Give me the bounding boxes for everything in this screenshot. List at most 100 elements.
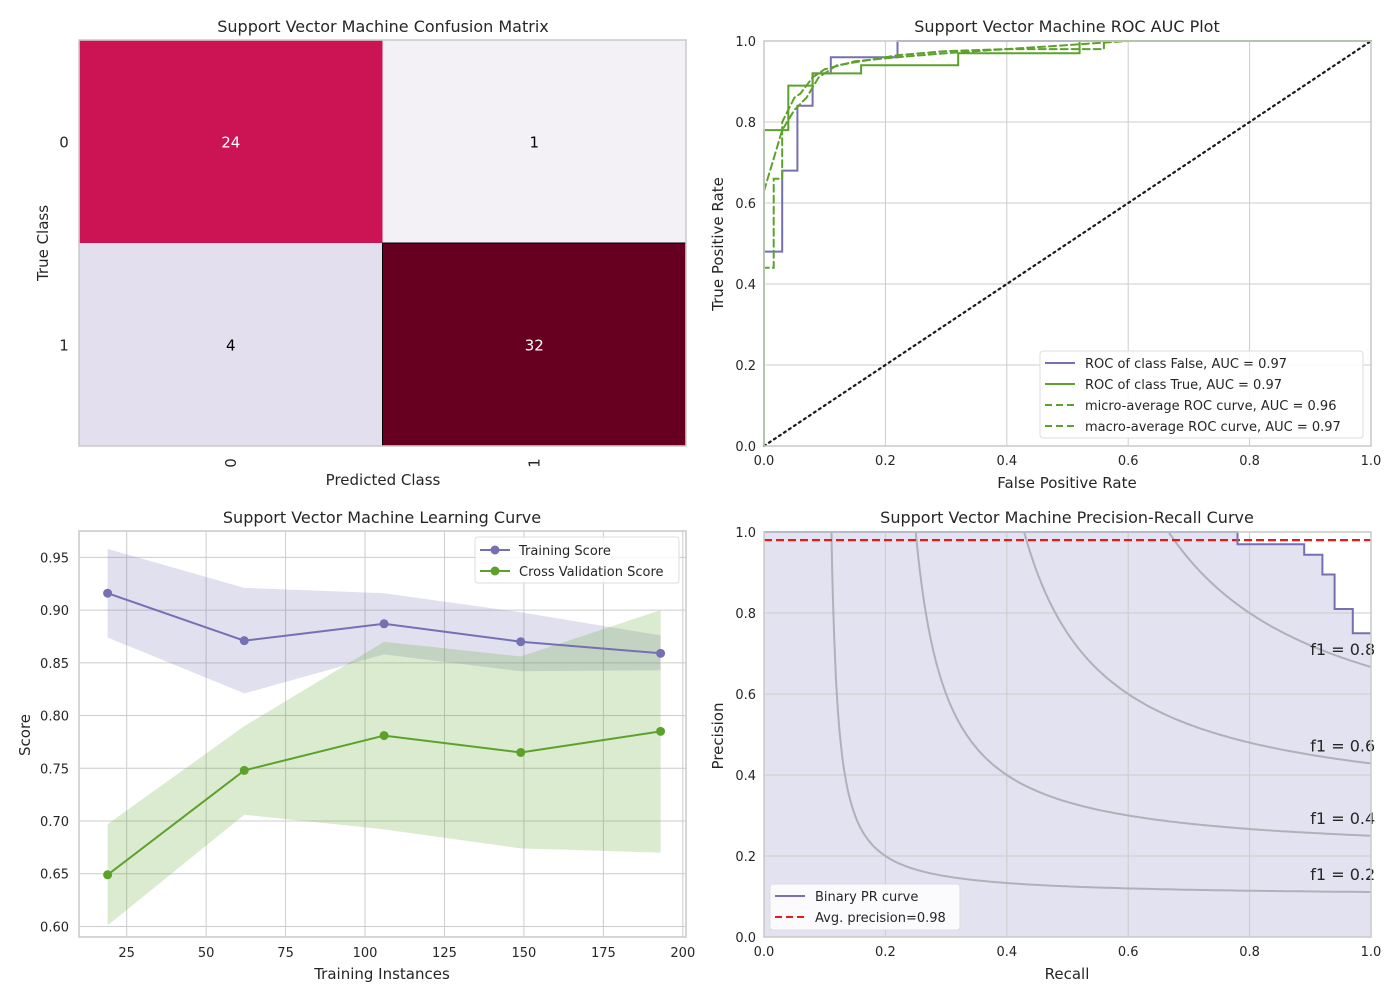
y-tick-label: 0.70 — [40, 815, 69, 830]
x-tick-label: 0.0 — [754, 454, 775, 469]
x-tick-label: 50 — [198, 946, 215, 961]
y-tick-label: 0.60 — [40, 920, 69, 935]
x-tick-label: 75 — [277, 946, 294, 961]
x-tick-label: 1.0 — [1361, 454, 1382, 469]
y-tick-label: 0.6 — [735, 197, 756, 212]
legend-label: Cross Validation Score — [519, 565, 664, 580]
legend-label: ROC of class False, AUC = 0.97 — [1085, 357, 1287, 372]
legend-label: Binary PR curve — [815, 890, 918, 905]
matrix-cell — [79, 40, 383, 243]
score-point — [379, 731, 389, 741]
pr-area-fill — [764, 532, 1371, 937]
y-tick-label: 0.85 — [40, 657, 69, 672]
y-tick-label: 0.4 — [735, 278, 756, 293]
iso-f1-curve — [1167, 531, 1372, 668]
y-tick-label: 0.0 — [735, 931, 756, 946]
x-tick-label: 0.0 — [754, 945, 775, 960]
plot-frame — [78, 530, 687, 938]
random-guess-diagonal — [762, 39, 1373, 448]
x-tick-label: 0.4 — [996, 945, 1017, 960]
x-tick-label: 0.6 — [1118, 945, 1139, 960]
iso-f1-label: f1 = 0.6 — [1310, 736, 1375, 755]
score-point — [239, 765, 249, 775]
confusion-matrix-chart: Support Vector Machine Confusion Matrix … — [34, 17, 687, 489]
cell-value: 24 — [221, 134, 240, 152]
matrix-cell — [382, 40, 686, 243]
legend-label: micro-average ROC curve, AUC = 0.96 — [1085, 399, 1336, 414]
plot-frame — [763, 40, 1372, 447]
y-tick-label: 0.0 — [735, 440, 756, 455]
y-tick-label: 0.8 — [735, 607, 756, 622]
score-point — [656, 726, 666, 736]
legend-label: macro-average ROC curve, AUC = 0.97 — [1085, 420, 1341, 435]
y-tick-label: 0 — [59, 134, 69, 152]
confidence-band — [107, 610, 661, 926]
x-tick-label: 100 — [353, 946, 378, 961]
chart-title: Support Vector Machine Learning Curve — [223, 508, 541, 527]
chart-title: Support Vector Machine ROC AUC Plot — [914, 17, 1220, 36]
score-point — [516, 637, 526, 647]
score-point — [516, 747, 526, 757]
y-axis-label: Score — [16, 714, 34, 756]
y-tick-label: 0.8 — [735, 116, 756, 131]
y-tick-label: 1.0 — [735, 35, 756, 50]
cell-value: 1 — [529, 134, 539, 152]
y-tick-label: 0.90 — [40, 604, 69, 619]
y-tick-label: 1.0 — [735, 526, 756, 541]
x-tick-label: 0.4 — [996, 454, 1017, 469]
legend-box — [1039, 350, 1364, 439]
x-tick-label: 200 — [670, 946, 695, 961]
legend-box — [769, 883, 961, 931]
chart-title: Support Vector Machine Confusion Matrix — [217, 17, 549, 36]
iso-f1-curve — [1023, 531, 1372, 765]
iso-f1-curve — [830, 531, 1371, 893]
score-point — [239, 636, 249, 646]
matrix-cell — [79, 243, 383, 446]
x-axis-label: False Positive Rate — [997, 474, 1136, 492]
y-tick-label: 0.65 — [40, 868, 69, 883]
iso-f1-curve — [914, 532, 1372, 837]
x-tick-label: 125 — [432, 946, 457, 961]
score-point — [103, 870, 113, 880]
x-axis-label: Predicted Class — [326, 471, 441, 489]
legend-marker — [490, 566, 500, 576]
iso-f1-label: f1 = 0.8 — [1310, 640, 1375, 659]
score-point — [379, 619, 389, 629]
learning-curve-chart: Support Vector Machine Learning Curve Tr… — [16, 508, 695, 983]
y-tick-label: 0.75 — [40, 762, 69, 777]
plot-frame — [78, 39, 687, 447]
score-point — [656, 648, 666, 658]
y-tick-label: 0.2 — [735, 850, 756, 865]
iso-f1-label: f1 = 0.2 — [1310, 865, 1375, 884]
x-axis-label: Training Instances — [313, 965, 450, 983]
x-tick-label: 0.2 — [875, 454, 896, 469]
plot-frame — [763, 531, 1372, 938]
y-axis-label: Precision — [709, 703, 727, 770]
y-tick-label: 0.80 — [40, 710, 69, 725]
legend-marker — [490, 545, 500, 555]
x-tick-label: 0.8 — [1239, 454, 1260, 469]
y-axis-label: True Class — [34, 205, 52, 282]
chart-title: Support Vector Machine Precision-Recall … — [880, 508, 1254, 527]
x-tick-label: 0.6 — [1118, 454, 1139, 469]
y-tick-label: 0.2 — [735, 359, 756, 374]
legend-label: Avg. precision=0.98 — [815, 911, 946, 926]
iso-f1-label: f1 = 0.4 — [1310, 809, 1375, 828]
x-tick-label: 25 — [118, 946, 135, 961]
precision-recall-chart: Support Vector Machine Precision-Recall … — [709, 508, 1381, 983]
x-tick-label: 0.2 — [875, 945, 896, 960]
legend-box — [474, 536, 680, 584]
x-tick-label: 175 — [591, 946, 616, 961]
roc-series-line — [763, 40, 1372, 447]
score-point — [103, 588, 113, 598]
pr-curve-line — [764, 531, 1371, 635]
roc-auc-chart: Support Vector Machine ROC AUC Plot Fals… — [709, 17, 1381, 492]
y-tick-label: 0.4 — [735, 769, 756, 784]
cell-value: 32 — [525, 337, 544, 355]
x-tick-label: 0 — [222, 458, 240, 468]
x-tick-label: 150 — [512, 946, 537, 961]
x-tick-label: 1 — [525, 458, 543, 468]
x-tick-label: 0.8 — [1239, 945, 1260, 960]
legend-label: Training Score — [518, 544, 611, 559]
